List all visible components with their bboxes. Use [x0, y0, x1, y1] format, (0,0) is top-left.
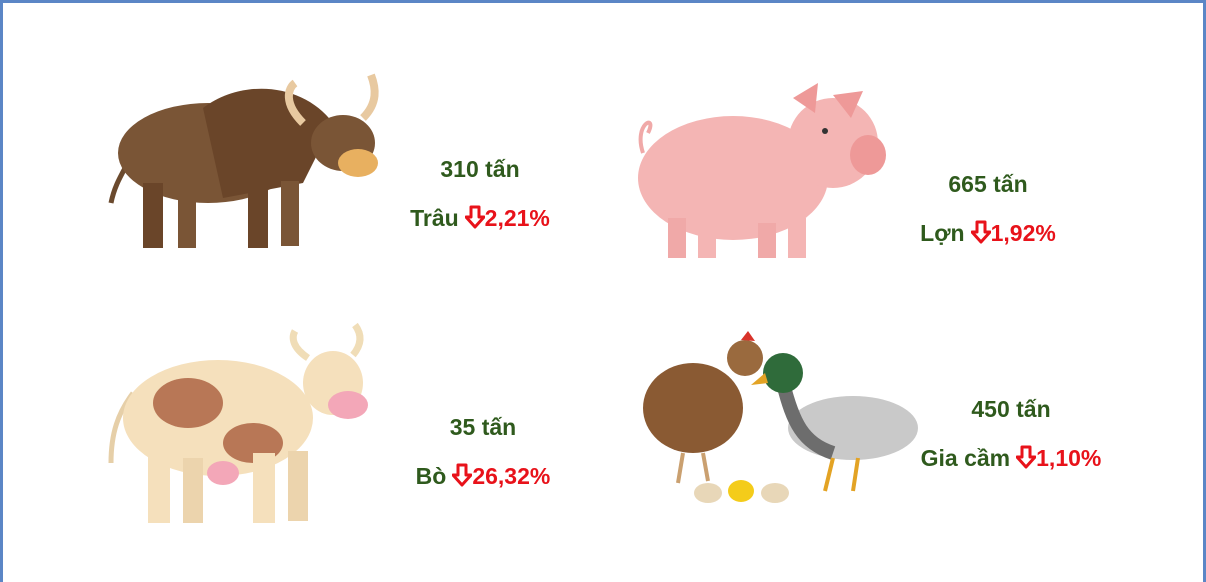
name: Gia cầm [920, 445, 1011, 471]
down-arrow [1015, 445, 1037, 475]
down-arrow [464, 205, 486, 235]
amount: 35 tấn [449, 414, 517, 440]
poultry [643, 331, 918, 503]
name: Bò [415, 463, 447, 489]
buffalo [108, 73, 379, 248]
name-line: Bò 26,32% [353, 463, 613, 493]
name: Lợn [920, 220, 965, 246]
down-arrow [451, 463, 473, 493]
amount: 665 tấn [948, 171, 1028, 197]
amount: 450 tấn [971, 396, 1051, 422]
amount: 310 tấn [440, 156, 520, 182]
name-line: Lợn 1,92% [858, 220, 1118, 250]
change: 26,32% [472, 463, 551, 489]
name-line: Trâu 2,21% [350, 205, 610, 235]
name-line: Gia cầm 1,10% [881, 445, 1141, 475]
cow [108, 322, 368, 523]
name: Trâu [410, 205, 459, 231]
change: 2,21% [484, 205, 550, 231]
stat-card: 450 tấn Gia cầm 1,10% [881, 396, 1141, 475]
stat-card: 665 tấn Lợn 1,92% [858, 171, 1118, 250]
illustrations [108, 73, 918, 523]
pig [638, 83, 886, 258]
change: 1,92% [990, 220, 1056, 246]
stat-card: 310 tấn Trâu 2,21% [350, 156, 610, 235]
stat-card: 35 tấn Bò 26,32% [353, 414, 613, 493]
change: 1,10% [1036, 445, 1102, 471]
down-arrow [970, 220, 992, 250]
